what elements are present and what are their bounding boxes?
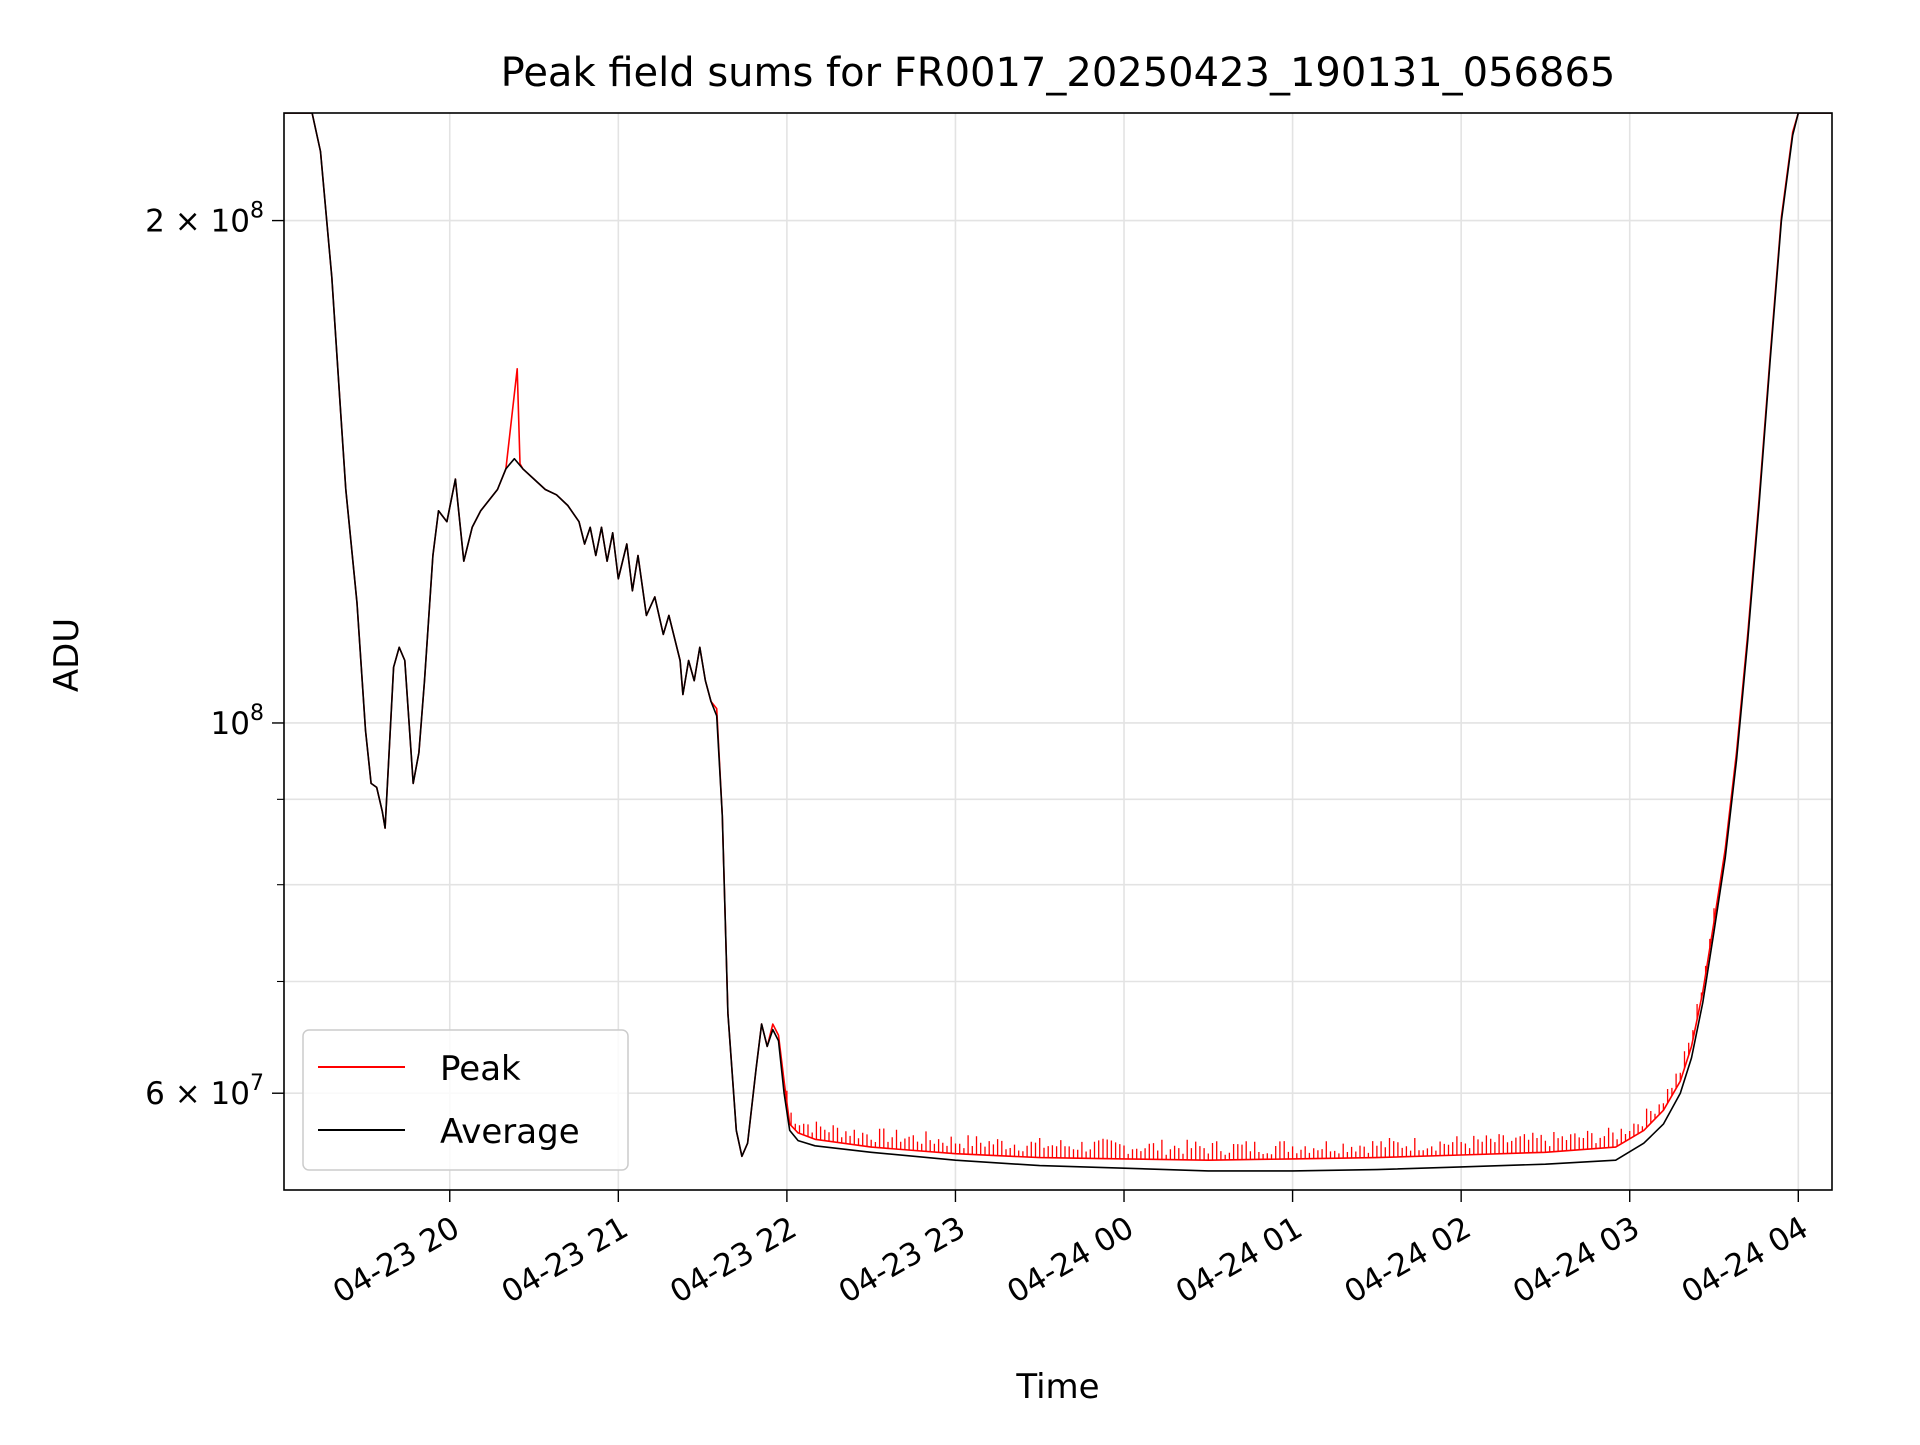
x-axis-label: Time: [1015, 1367, 1099, 1407]
plot-frame: [283, 112, 1833, 1191]
chart-title: Peak field sums for FR0017_20250423_1901…: [501, 50, 1616, 96]
series-layer: [284, 113, 1832, 1172]
legend: Peak Average: [302, 1029, 629, 1171]
legend-label-peak: Peak: [440, 1049, 521, 1089]
legend-box: [302, 1029, 629, 1171]
grid: [284, 113, 1832, 1190]
legend-label-average: Average: [440, 1112, 580, 1152]
y-tick-label: 2 × 108: [145, 199, 264, 240]
y-axis-label: ADU: [47, 618, 87, 692]
series-line-average: [284, 113, 1832, 1172]
y-tick-label: 108: [211, 701, 264, 742]
y-tick-label: 6 × 107: [145, 1071, 264, 1112]
series-spikes-peak: [786, 908, 1715, 1161]
